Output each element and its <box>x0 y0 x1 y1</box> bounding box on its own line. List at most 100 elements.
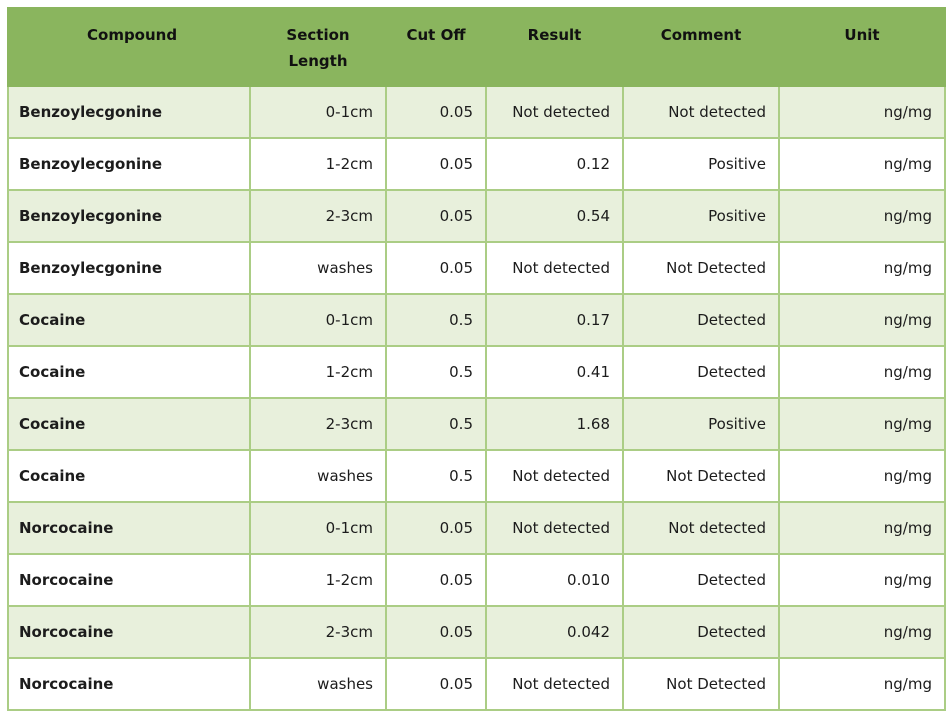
result-cell: Not detected <box>485 85 624 139</box>
compound-cell: Norcocaine <box>7 605 251 659</box>
cut-off-cell: 0.5 <box>385 397 487 451</box>
cut-off-cell: 0.05 <box>385 657 487 711</box>
column-header-result: Result <box>485 7 624 87</box>
result-cell: 0.54 <box>485 189 624 243</box>
unit-cell: ng/mg <box>778 189 946 243</box>
column-header-cut-off: Cut Off <box>385 7 487 87</box>
comment-cell: Positive <box>622 189 780 243</box>
comment-cell: Not Detected <box>622 657 780 711</box>
table-row: Cocaine 0-1cm 0.5 0.17 Detected ng/mg <box>7 293 946 347</box>
comment-cell: Detected <box>622 345 780 399</box>
results-table: Compound Section Length Cut Off Result C… <box>7 7 946 711</box>
result-cell: Not detected <box>485 449 624 503</box>
unit-cell: ng/mg <box>778 397 946 451</box>
cut-off-cell: 0.05 <box>385 137 487 191</box>
result-cell: 0.41 <box>485 345 624 399</box>
table-body: Benzoylecgonine 0-1cm 0.05 Not detected Not … <box>7 85 946 711</box>
compound-cell: Benzoylecgonine <box>7 189 251 243</box>
cut-off-cell: 0.05 <box>385 501 487 555</box>
result-cell: 0.042 <box>485 605 624 659</box>
cut-off-cell: 0.05 <box>385 241 487 295</box>
cut-off-cell: 0.5 <box>385 293 487 347</box>
comment-cell: Not detected <box>622 501 780 555</box>
header-row: Compound Section Length Cut Off Result C… <box>7 7 946 87</box>
section-length-cell: washes <box>249 241 387 295</box>
comment-cell: Positive <box>622 397 780 451</box>
comment-cell: Not Detected <box>622 241 780 295</box>
result-cell: 0.12 <box>485 137 624 191</box>
unit-cell: ng/mg <box>778 345 946 399</box>
comment-cell: Not detected <box>622 85 780 139</box>
section-length-cell: 1-2cm <box>249 553 387 607</box>
table-row: Norcocaine 0-1cm 0.05 Not detected Not detec… <box>7 501 946 555</box>
comment-cell: Detected <box>622 553 780 607</box>
table-row: Benzoylecgonine 1-2cm 0.05 0.12 Positive ng/m… <box>7 137 946 191</box>
table-header: Compound Section Length Cut Off Result C… <box>7 7 946 87</box>
unit-cell: ng/mg <box>778 241 946 295</box>
compound-cell: Benzoylecgonine <box>7 85 251 139</box>
result-cell: Not detected <box>485 501 624 555</box>
table-row: Norcocaine 2-3cm 0.05 0.042 Detected ng/mg <box>7 605 946 659</box>
comment-cell: Detected <box>622 293 780 347</box>
section-length-cell: 2-3cm <box>249 605 387 659</box>
column-header-section-length: Section Length <box>249 7 387 87</box>
compound-cell: Norcocaine <box>7 553 251 607</box>
section-length-cell: 1-2cm <box>249 345 387 399</box>
comment-cell: Not Detected <box>622 449 780 503</box>
compound-cell: Cocaine <box>7 293 251 347</box>
compound-cell: Norcocaine <box>7 657 251 711</box>
result-cell: 0.010 <box>485 553 624 607</box>
section-length-cell: 0-1cm <box>249 501 387 555</box>
compound-cell: Benzoylecgonine <box>7 241 251 295</box>
unit-cell: ng/mg <box>778 501 946 555</box>
column-header-label: Unit <box>844 26 880 44</box>
column-header-comment: Comment <box>622 7 780 87</box>
table-row: Cocaine washes 0.5 Not detected Not Detected… <box>7 449 946 503</box>
section-length-cell: 0-1cm <box>249 85 387 139</box>
table-row: Norcocaine washes 0.05 Not detected Not Dete… <box>7 657 946 711</box>
table-row: Cocaine 2-3cm 0.5 1.68 Positive ng/mg <box>7 397 946 451</box>
unit-cell: ng/mg <box>778 553 946 607</box>
result-cell: Not detected <box>485 241 624 295</box>
section-length-cell: 1-2cm <box>249 137 387 191</box>
result-cell: 0.17 <box>485 293 624 347</box>
column-header-label: Section Length <box>286 26 350 70</box>
cut-off-cell: 0.5 <box>385 345 487 399</box>
comment-cell: Detected <box>622 605 780 659</box>
compound-cell: Norcocaine <box>7 501 251 555</box>
table-row: Cocaine 1-2cm 0.5 0.41 Detected ng/mg <box>7 345 946 399</box>
section-length-cell: washes <box>249 449 387 503</box>
cut-off-cell: 0.05 <box>385 85 487 139</box>
unit-cell: ng/mg <box>778 85 946 139</box>
unit-cell: ng/mg <box>778 137 946 191</box>
cut-off-cell: 0.05 <box>385 189 487 243</box>
unit-cell: ng/mg <box>778 605 946 659</box>
unit-cell: ng/mg <box>778 449 946 503</box>
column-header-label: Cut Off <box>406 26 466 44</box>
compound-cell: Cocaine <box>7 449 251 503</box>
result-cell: Not detected <box>485 657 624 711</box>
unit-cell: ng/mg <box>778 293 946 347</box>
table-row: Benzoylecgonine washes 0.05 Not detected Not… <box>7 241 946 295</box>
column-header-label: Compound <box>87 26 178 44</box>
result-cell: 1.68 <box>485 397 624 451</box>
table-row: Norcocaine 1-2cm 0.05 0.010 Detected ng/mg <box>7 553 946 607</box>
compound-cell: Cocaine <box>7 345 251 399</box>
compound-cell: Benzoylecgonine <box>7 137 251 191</box>
table-row: Benzoylecgonine 0-1cm 0.05 Not detected Not … <box>7 85 946 139</box>
section-length-cell: washes <box>249 657 387 711</box>
table-row: Benzoylecgonine 2-3cm 0.05 0.54 Positive ng/m… <box>7 189 946 243</box>
cut-off-cell: 0.05 <box>385 553 487 607</box>
section-length-cell: 2-3cm <box>249 189 387 243</box>
comment-cell: Positive <box>622 137 780 191</box>
section-length-cell: 0-1cm <box>249 293 387 347</box>
section-length-cell: 2-3cm <box>249 397 387 451</box>
compound-cell: Cocaine <box>7 397 251 451</box>
column-header-unit: Unit <box>778 7 946 87</box>
column-header-label: Comment <box>660 26 742 44</box>
column-header-label: Result <box>527 26 582 44</box>
cut-off-cell: 0.5 <box>385 449 487 503</box>
unit-cell: ng/mg <box>778 657 946 711</box>
cut-off-cell: 0.05 <box>385 605 487 659</box>
column-header-compound: Compound <box>7 7 251 87</box>
